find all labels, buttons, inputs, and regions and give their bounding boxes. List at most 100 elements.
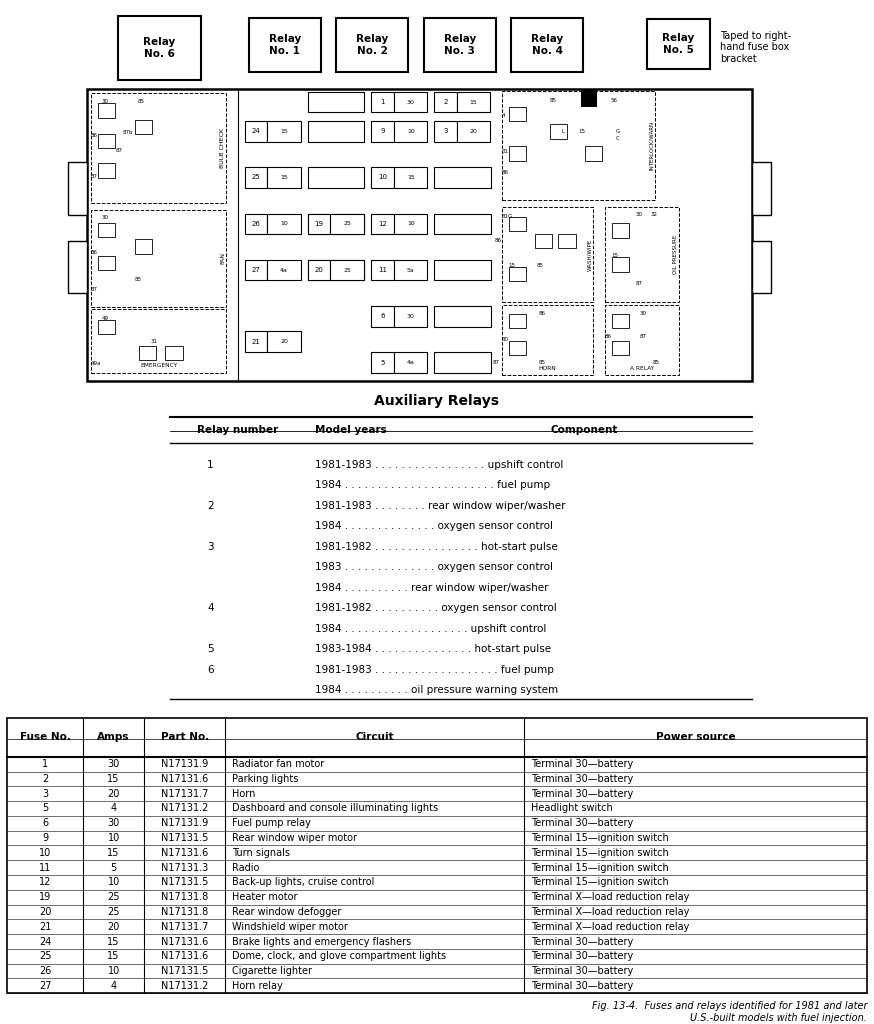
Bar: [118, 16, 201, 80]
Text: Rear window wiper motor: Rear window wiper motor: [232, 834, 357, 843]
Bar: [502, 305, 593, 375]
Text: 15: 15: [281, 129, 288, 134]
Text: Circuit: Circuit: [356, 732, 394, 742]
Text: Relay
No. 3: Relay No. 3: [444, 34, 475, 56]
Text: 5: 5: [42, 804, 48, 813]
Bar: [308, 260, 364, 281]
Text: 15: 15: [579, 129, 586, 133]
Text: 10: 10: [407, 221, 414, 226]
Text: 15: 15: [407, 175, 414, 180]
Bar: [394, 167, 427, 187]
Text: 24: 24: [252, 128, 260, 134]
Text: 25: 25: [38, 951, 52, 962]
Text: 15: 15: [470, 99, 477, 104]
Bar: [98, 223, 115, 238]
Bar: [91, 93, 226, 203]
Text: 19: 19: [38, 892, 52, 902]
Text: 9: 9: [42, 834, 48, 843]
Bar: [612, 223, 629, 238]
Text: N17131.6: N17131.6: [161, 951, 209, 962]
Text: 5: 5: [207, 644, 214, 654]
Bar: [371, 306, 394, 327]
Bar: [511, 18, 583, 72]
Bar: [249, 18, 321, 72]
Text: 27: 27: [252, 267, 260, 273]
Bar: [509, 146, 526, 161]
Bar: [434, 92, 457, 113]
Bar: [394, 306, 427, 327]
Bar: [371, 121, 394, 141]
Text: Relay
No. 1: Relay No. 1: [269, 34, 301, 56]
Text: Terminal 15—ignition switch: Terminal 15—ignition switch: [531, 878, 669, 888]
Text: Terminal 30—battery: Terminal 30—battery: [531, 759, 634, 769]
Bar: [394, 92, 427, 113]
Text: 6: 6: [380, 313, 385, 319]
Text: EMERGENCY: EMERGENCY: [140, 362, 177, 368]
Bar: [371, 352, 394, 373]
Text: 20: 20: [315, 267, 323, 273]
Bar: [308, 260, 330, 281]
Bar: [394, 121, 427, 141]
Text: 30: 30: [101, 98, 108, 103]
Text: N17131.6: N17131.6: [161, 774, 209, 784]
Text: N17131.8: N17131.8: [161, 907, 209, 916]
Text: Component: Component: [551, 425, 618, 435]
Text: Part No.: Part No.: [161, 732, 209, 742]
Bar: [434, 352, 491, 373]
Bar: [91, 308, 226, 373]
Text: 1983 . . . . . . . . . . . . . . oxygen sensor control: 1983 . . . . . . . . . . . . . . oxygen …: [315, 562, 552, 572]
Text: 87: 87: [115, 147, 122, 153]
Bar: [98, 319, 115, 334]
Text: 87: 87: [493, 359, 500, 365]
Text: 86: 86: [495, 238, 502, 243]
Text: L: L: [561, 129, 564, 133]
Text: 25: 25: [252, 174, 260, 180]
Text: 10: 10: [407, 129, 414, 134]
Text: N17131.5: N17131.5: [161, 834, 209, 843]
Bar: [434, 167, 491, 187]
Text: 1981-1983 . . . . . . . . . . . . . . . . . . . fuel pump: 1981-1983 . . . . . . . . . . . . . . . …: [315, 665, 553, 675]
Text: 4: 4: [110, 981, 117, 991]
Text: 25: 25: [108, 892, 120, 902]
Text: 10: 10: [281, 221, 288, 226]
Bar: [585, 146, 602, 161]
Text: INTERLOCK/WARN: INTERLOCK/WARN: [649, 121, 654, 170]
Text: 30: 30: [406, 99, 415, 104]
Text: 1984 . . . . . . . . . . . . . . . . . . . . . . . fuel pump: 1984 . . . . . . . . . . . . . . . . . .…: [315, 480, 550, 490]
Bar: [509, 106, 526, 121]
Bar: [371, 167, 394, 187]
Text: Terminal 30—battery: Terminal 30—battery: [531, 981, 634, 991]
Text: Taped to right-
hand fuse box
bracket: Taped to right- hand fuse box bracket: [720, 31, 791, 63]
Text: 20: 20: [108, 788, 120, 799]
Text: 30: 30: [635, 212, 642, 217]
Text: 15: 15: [108, 951, 120, 962]
Text: N17131.3: N17131.3: [161, 862, 209, 872]
Bar: [98, 256, 115, 270]
Text: N17131.2: N17131.2: [161, 981, 209, 991]
Text: N17131.5: N17131.5: [161, 878, 209, 888]
Bar: [509, 341, 526, 355]
Text: 9: 9: [380, 128, 385, 134]
Text: N17131.9: N17131.9: [161, 818, 209, 828]
Bar: [752, 241, 771, 293]
Text: 31: 31: [502, 150, 509, 155]
Text: 3: 3: [42, 788, 48, 799]
Text: Horn: Horn: [232, 788, 256, 799]
Bar: [245, 121, 267, 141]
Bar: [308, 214, 330, 234]
Text: Parking lights: Parking lights: [232, 774, 299, 784]
Text: 10: 10: [38, 848, 52, 858]
Text: 85: 85: [550, 98, 557, 102]
Text: 1981-1982 . . . . . . . . . . . . . . . . hot-start pulse: 1981-1982 . . . . . . . . . . . . . . . …: [315, 542, 558, 552]
Bar: [394, 214, 427, 234]
Bar: [509, 313, 526, 328]
Bar: [267, 260, 301, 281]
Text: 30: 30: [406, 314, 415, 318]
Bar: [308, 121, 364, 141]
Text: 56: 56: [611, 98, 618, 102]
Text: 87: 87: [91, 174, 98, 179]
Bar: [434, 306, 491, 327]
Text: 10: 10: [108, 834, 120, 843]
Text: FAN: FAN: [220, 252, 225, 264]
Text: 1984 . . . . . . . . . . . . . . oxygen sensor control: 1984 . . . . . . . . . . . . . . oxygen …: [315, 521, 552, 531]
